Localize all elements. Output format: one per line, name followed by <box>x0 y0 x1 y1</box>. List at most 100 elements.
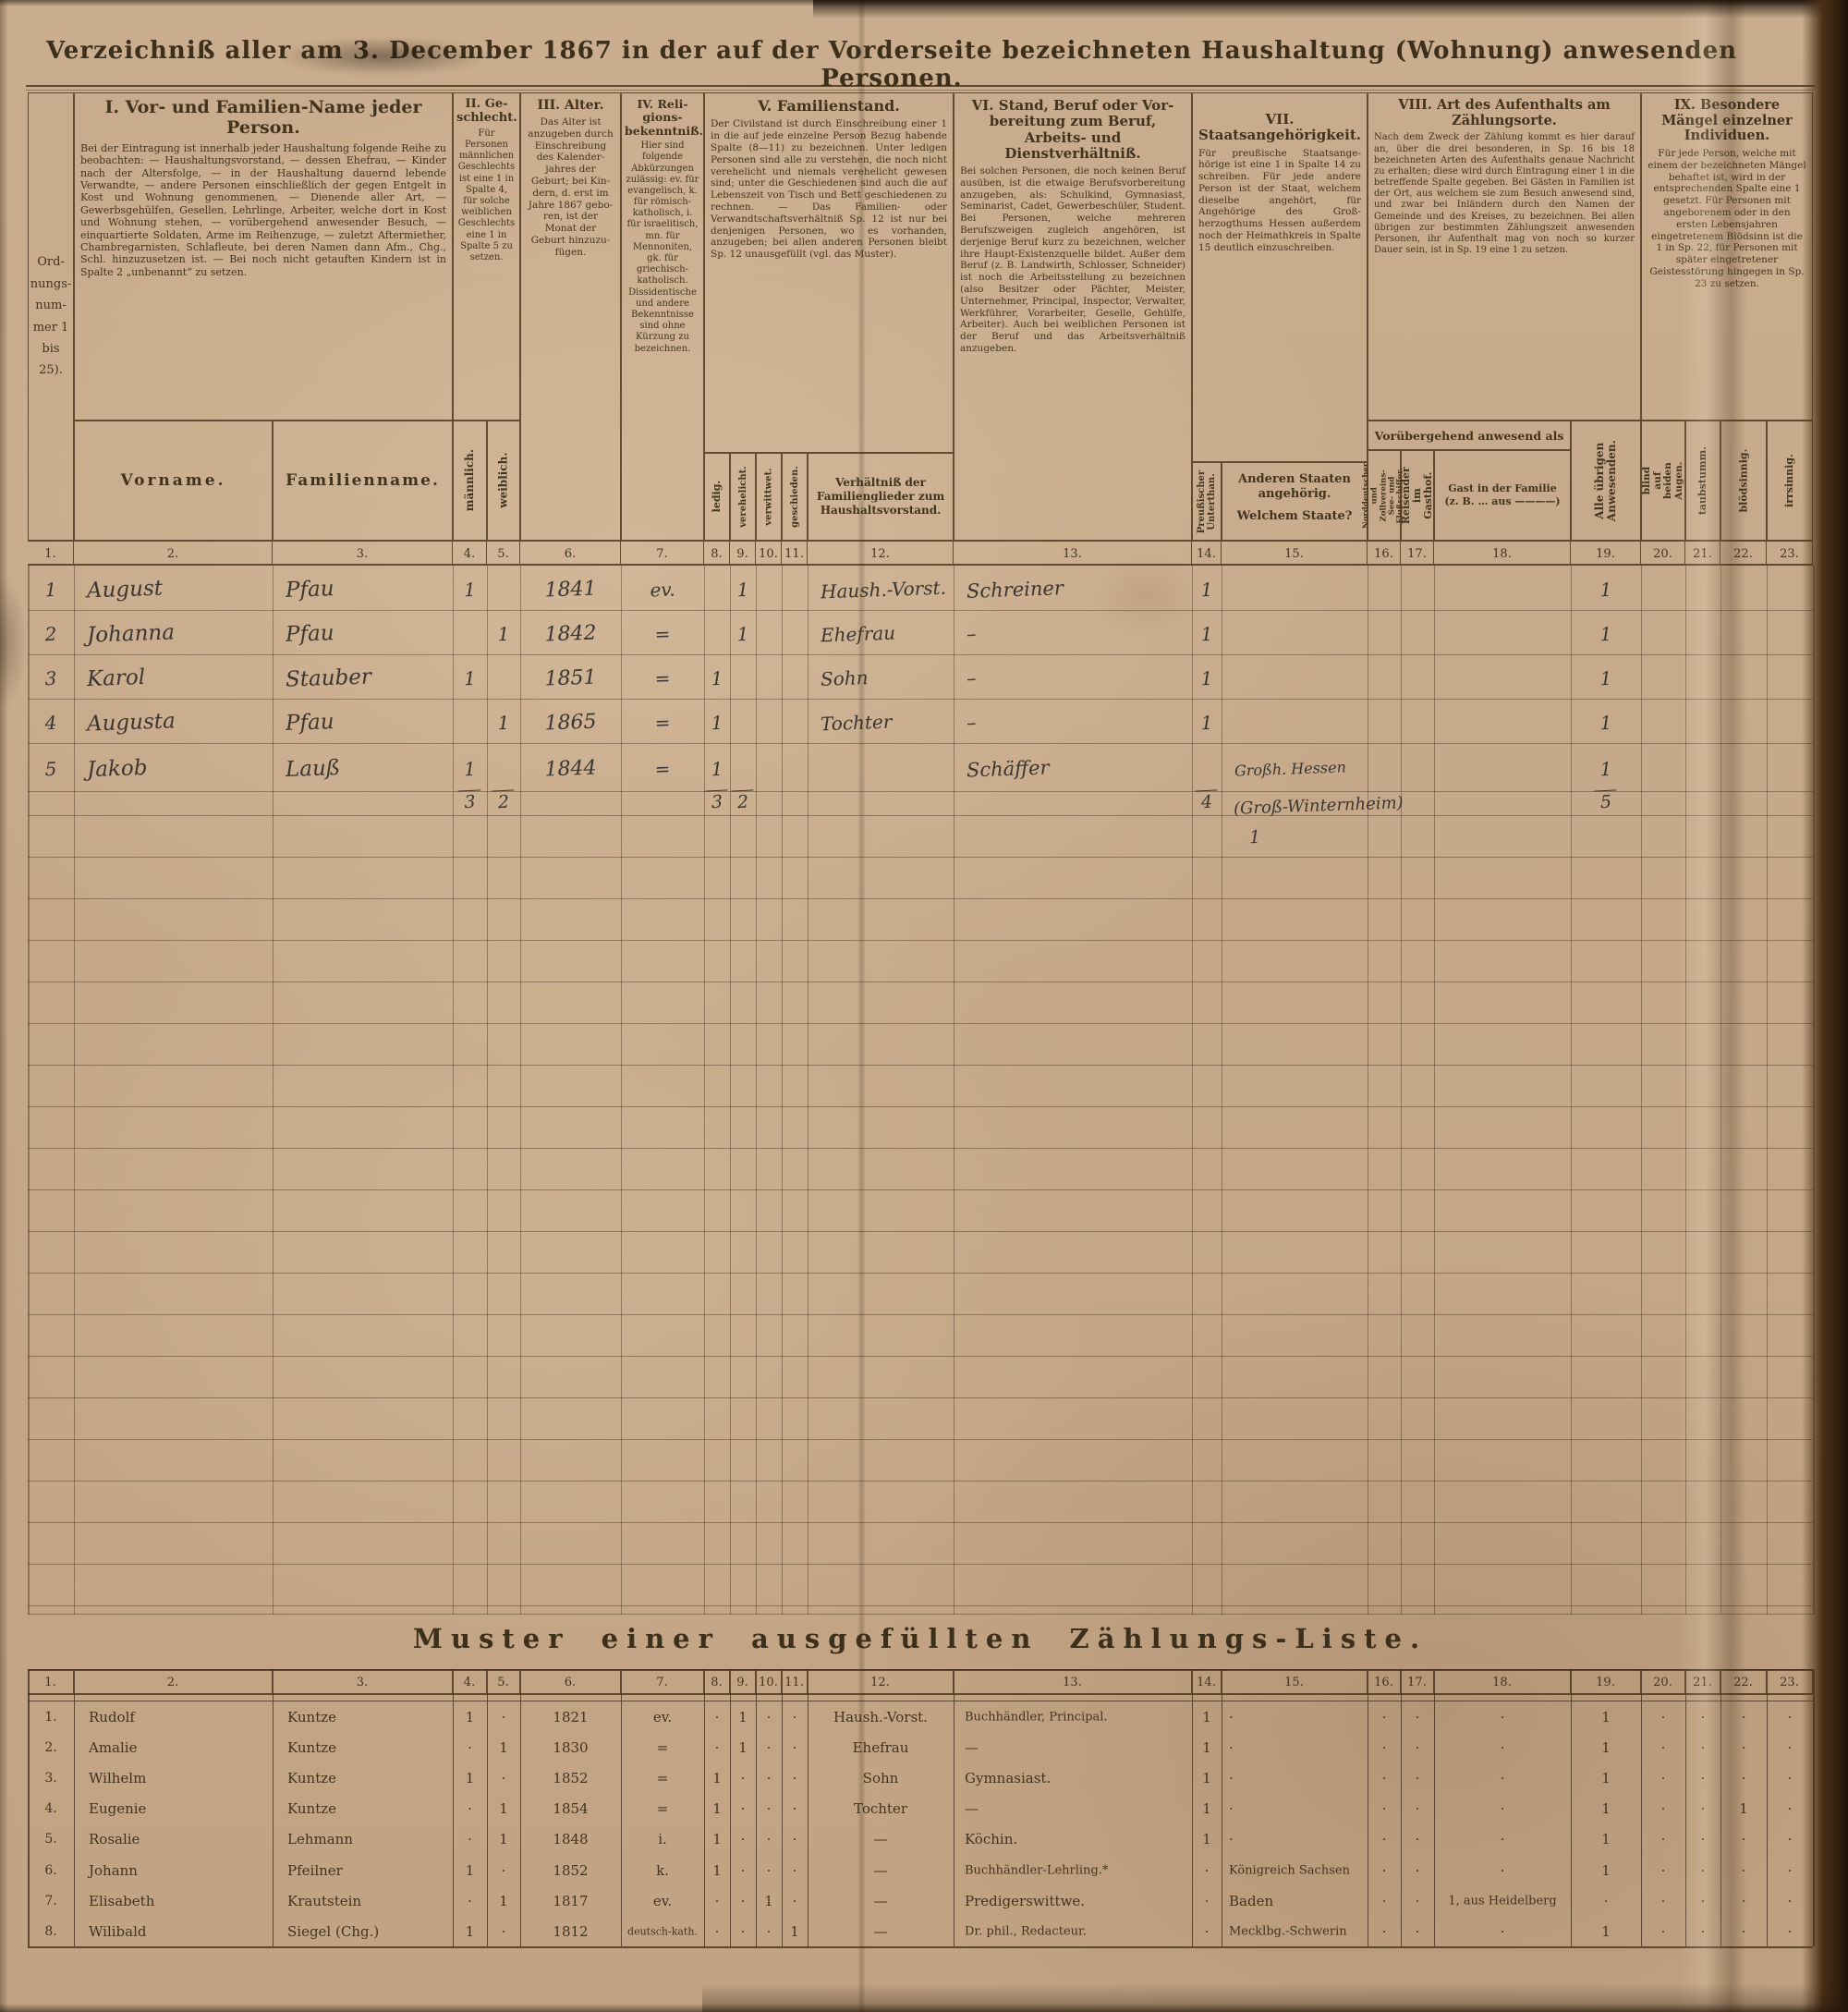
muster-vertical-line <box>704 1669 705 1946</box>
entry-nr: 4 <box>44 711 57 735</box>
paper-stain <box>1090 555 1201 638</box>
entry-ver: 1 <box>736 578 749 602</box>
body-vertical-line <box>520 566 521 1615</box>
welchem-staate-label: Welchem Staate? <box>1236 508 1353 523</box>
muster-cell: Königreich Sachsen <box>1229 1863 1350 1878</box>
entry-verh: Ehefrau <box>820 621 896 647</box>
preussischer-unterthan-label: Preußischer Unterthan. <box>1197 469 1217 533</box>
muster-cell: · <box>1415 1800 1420 1818</box>
muster-cell: · <box>766 1770 772 1786</box>
muster-cell: 1 <box>712 1800 722 1818</box>
ledig-label: ledig. <box>710 481 723 513</box>
group-VII-title: VII. Staatsangehörigkeit. <box>1198 111 1361 144</box>
familienname-column-header: Familienname. <box>273 421 453 541</box>
top-table-column-number: 21. <box>1685 541 1720 566</box>
weiblich-column-header: weiblich. <box>487 421 520 541</box>
muster-cell: · <box>714 1708 720 1725</box>
muster-table-column-number: 21. <box>1685 1669 1720 1695</box>
group-III-header: III. Alter. Das Alter ist anzugeben durc… <box>520 92 621 541</box>
muster-vertical-line <box>520 1669 521 1946</box>
muster-cell: · <box>1700 1708 1706 1725</box>
entry-verh: Sohn <box>820 666 869 690</box>
muster-vertical-line <box>487 1669 488 1946</box>
muster-cell: 1 <box>764 1892 773 1909</box>
muster-cell: · <box>792 1738 797 1756</box>
blind-label: blind auf beiden Augen. <box>1640 461 1684 500</box>
taubstumm-label: taubstumm. <box>1696 445 1708 516</box>
muster-cell: — <box>965 1800 979 1818</box>
entry-vorname: Johanna <box>86 620 176 648</box>
entry-rel: = <box>654 666 671 690</box>
muster-cell: 1 <box>465 1708 475 1725</box>
group-VI-header: VI. Stand, Beruf oder Vor­bereitung zum … <box>954 92 1192 541</box>
muster-cell: 1 <box>499 1831 508 1848</box>
muster-cell: Buchhändler-Lehrling.* <box>965 1863 1109 1878</box>
body-vertical-line <box>273 566 274 1615</box>
group-V-header: V. Familienstand. Der Civilstand ist dur… <box>704 92 954 453</box>
muster-vertical-line <box>453 1669 454 1946</box>
total-staat-count: 1 <box>1248 826 1261 848</box>
body-row-line <box>28 1356 1813 1357</box>
muster-cell: · <box>1415 1708 1420 1725</box>
muster-cell: · <box>1415 1738 1420 1756</box>
muster-vertical-line <box>621 1669 622 1946</box>
muster-cell: 1 <box>1601 1861 1611 1879</box>
entry-staat: Großh. Hessen <box>1234 758 1347 780</box>
body-row-line <box>28 1605 1813 1606</box>
muster-cell: 1 <box>465 1770 475 1786</box>
total-number: 5 <box>1594 789 1618 813</box>
muster-cell: · <box>501 1770 506 1786</box>
left-edge-shadow <box>0 0 8 2012</box>
muster-cell: Johann <box>89 1861 138 1879</box>
top-table-column-number: 6. <box>520 541 621 566</box>
muster-cell: · <box>1700 1800 1706 1818</box>
total-value: 2 <box>729 789 756 813</box>
muster-cell: Krautstein <box>287 1892 362 1909</box>
body-row-line <box>28 610 1813 611</box>
total-value: 2 <box>486 789 520 813</box>
entry-anw: 1 <box>1599 666 1612 690</box>
group-VIII-text: Nach dem Zweck der Zählung kommt es hier… <box>1374 132 1635 256</box>
muster-cell: 1 <box>1739 1800 1748 1818</box>
muster-cell: Predigerswittwe. <box>965 1892 1086 1909</box>
muster-table-column-number: 6. <box>520 1669 621 1695</box>
body-vertical-line <box>453 566 454 1615</box>
muster-cell: 1821 <box>553 1708 589 1725</box>
muster-cell: · <box>1415 1861 1420 1879</box>
muster-cell: Kuntze <box>287 1738 337 1756</box>
muster-cell: · <box>714 1892 720 1909</box>
group-IX-text: Für jede Person, welche mit einem der be… <box>1647 148 1806 289</box>
muster-cell: · <box>1415 1770 1420 1786</box>
muster-cell: 1. <box>44 1709 57 1725</box>
muster-cell: 1 <box>1601 1770 1611 1786</box>
irrsinnig-column-header: irrsinnig. <box>1767 421 1813 541</box>
muster-cell: · <box>1660 1770 1666 1786</box>
body-vertical-line <box>1192 566 1193 1615</box>
muster-cell: · <box>1381 1861 1387 1879</box>
bottom-edge-shadow <box>0 2004 1848 2012</box>
muster-cell: 1 <box>1601 1738 1611 1756</box>
muster-cell: Wilibald <box>89 1923 147 1940</box>
muster-cell: Sohn <box>862 1770 899 1786</box>
muster-vertical-line <box>782 1669 783 1946</box>
muster-vertical-line <box>1720 1669 1721 1946</box>
muster-cell: Lehmann <box>287 1831 353 1848</box>
muster-cell: · <box>1787 1708 1793 1725</box>
entry-m: 1 <box>463 578 477 602</box>
muster-cell: · <box>1204 1861 1210 1879</box>
entry-rel: = <box>654 757 671 781</box>
geschieden-label: geschieden. <box>789 466 800 528</box>
familienname-label: Familienname. <box>286 471 440 490</box>
muster-cell: Kuntze <box>287 1708 337 1725</box>
total-value: 4 <box>1191 789 1222 813</box>
entry-beruf: – <box>966 666 977 690</box>
body-row-line <box>28 1397 1813 1398</box>
top-table-column-number: 2. <box>74 541 273 566</box>
total-value: 3 <box>703 789 730 813</box>
entry-w: 1 <box>497 711 510 735</box>
body-vertical-line <box>756 566 757 1615</box>
muster-cell: 1 <box>465 1923 475 1940</box>
entry-familienname: Pfau <box>285 577 334 603</box>
top-table-column-number: 20. <box>1641 541 1685 566</box>
